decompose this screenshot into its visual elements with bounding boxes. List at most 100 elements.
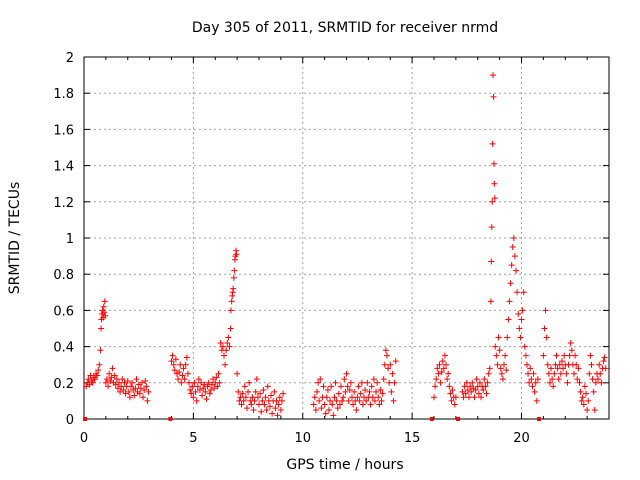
- data-point: [336, 401, 343, 408]
- data-point: [355, 383, 362, 390]
- data-point: [363, 397, 370, 404]
- data-point: [118, 383, 125, 390]
- plot-frame: [83, 56, 610, 420]
- data-point: [217, 339, 224, 346]
- data-point: [460, 394, 467, 401]
- data-point: [584, 406, 591, 413]
- data-point: [386, 379, 393, 386]
- data-point: [169, 352, 176, 359]
- data-point: [219, 343, 226, 350]
- data-point: [215, 370, 222, 377]
- data-point: [256, 401, 262, 408]
- data-point: [121, 379, 128, 386]
- data-point: [443, 361, 450, 368]
- data-point: [588, 361, 595, 368]
- data-point: [85, 376, 92, 383]
- data-point: [449, 387, 456, 394]
- data-point: [111, 372, 118, 379]
- data-point: [441, 352, 448, 359]
- data-point: [271, 388, 278, 395]
- data-point: [208, 381, 215, 388]
- data-markers: [83, 72, 609, 421]
- data-point: [530, 370, 537, 377]
- y-tick-label: 0: [66, 413, 74, 428]
- data-point: [429, 417, 434, 421]
- data-point: [207, 387, 214, 394]
- data-point: [112, 381, 119, 388]
- data-point: [120, 387, 127, 394]
- data-point: [519, 307, 526, 314]
- data-point: [235, 388, 242, 395]
- data-point: [103, 376, 110, 383]
- data-point: [556, 361, 563, 368]
- data-point: [214, 383, 221, 390]
- data-point: [463, 379, 470, 386]
- data-point: [484, 379, 491, 386]
- data-point: [330, 412, 337, 419]
- data-point: [117, 388, 124, 395]
- data-point: [491, 195, 498, 202]
- data-point: [567, 339, 574, 346]
- data-point: [105, 383, 112, 390]
- data-point: [515, 311, 522, 318]
- data-point: [268, 392, 275, 399]
- data-point: [526, 379, 533, 386]
- data-point: [193, 397, 200, 404]
- data-point: [194, 383, 201, 390]
- y-tick-label: 1.2: [53, 196, 74, 211]
- data-point: [490, 93, 497, 100]
- data-point: [381, 361, 388, 368]
- data-point: [143, 383, 150, 390]
- data-point: [196, 387, 203, 394]
- data-point: [358, 379, 365, 386]
- data-point: [391, 379, 398, 386]
- data-point: [328, 383, 335, 390]
- data-point: [511, 253, 518, 260]
- y-tick-label: 0.6: [53, 304, 74, 319]
- data-point: [369, 394, 376, 401]
- data-point: [184, 370, 191, 377]
- data-point: [273, 397, 280, 404]
- grid-lines: [84, 57, 609, 419]
- data-point: [226, 343, 233, 350]
- data-point: [364, 379, 371, 386]
- data-point: [388, 388, 395, 395]
- data-point: [348, 394, 355, 401]
- data-point: [257, 390, 264, 397]
- data-point: [503, 367, 510, 374]
- data-point: [313, 388, 320, 395]
- data-point: [545, 370, 552, 377]
- data-point: [378, 397, 385, 404]
- data-point: [585, 397, 592, 404]
- data-point: [258, 408, 265, 415]
- data-point: [504, 334, 511, 341]
- data-point: [332, 379, 339, 386]
- data-point: [275, 401, 282, 408]
- data-point: [480, 387, 487, 394]
- data-point: [333, 397, 340, 404]
- data-point: [516, 325, 523, 332]
- data-point: [188, 390, 195, 397]
- data-point: [476, 379, 483, 386]
- data-point: [509, 244, 516, 251]
- data-point: [508, 262, 515, 269]
- data-point: [468, 388, 475, 395]
- data-point: [203, 396, 210, 403]
- data-point: [482, 383, 489, 390]
- data-point: [329, 401, 336, 408]
- data-point: [222, 361, 229, 368]
- data-point: [462, 390, 469, 397]
- data-point: [387, 361, 394, 368]
- data-point: [432, 383, 439, 390]
- data-point: [221, 352, 227, 359]
- data-point: [122, 390, 129, 397]
- data-point: [124, 377, 131, 384]
- data-point: [195, 376, 202, 383]
- data-point: [566, 352, 573, 359]
- data-point: [234, 370, 241, 377]
- data-point: [510, 235, 517, 241]
- data-point: [176, 368, 183, 375]
- data-point: [260, 387, 267, 394]
- data-point: [132, 385, 139, 392]
- data-point: [322, 410, 329, 417]
